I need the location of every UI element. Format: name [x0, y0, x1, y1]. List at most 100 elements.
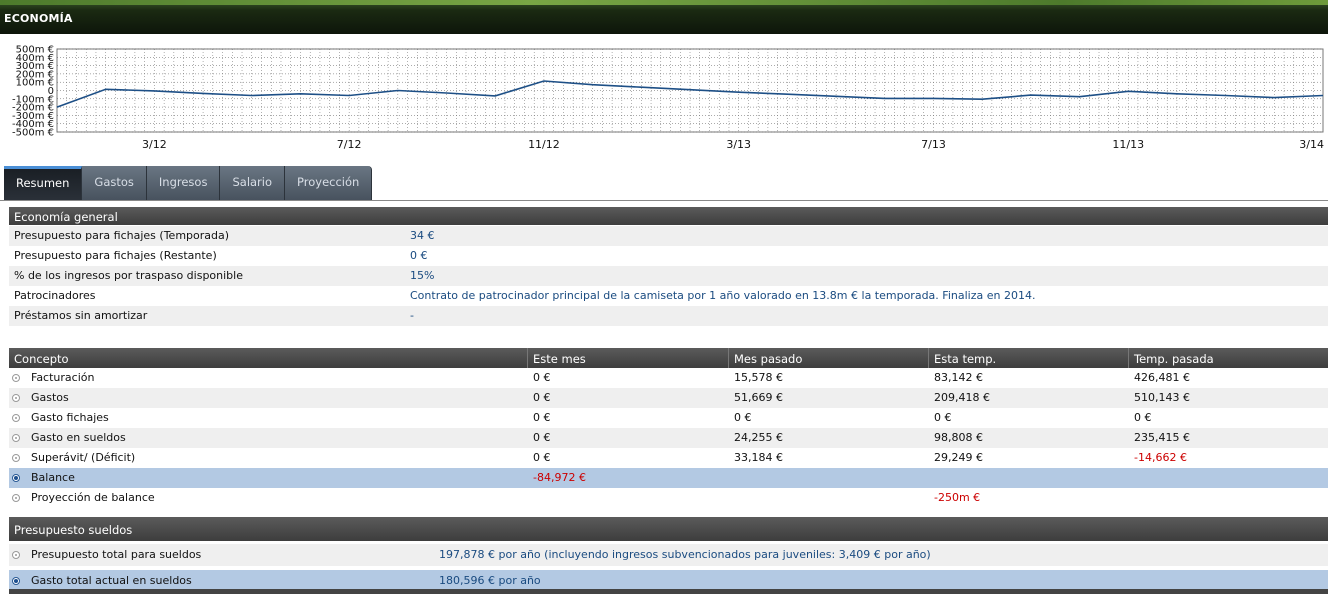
concept-cell: 83,142 € — [934, 371, 983, 384]
concept-cell: 0 € — [1134, 411, 1152, 424]
col-este-mes: Este mes — [528, 348, 729, 368]
tab-bar: Resumen Gastos Ingresos Salario Proyecci… — [4, 166, 373, 200]
concept-cell: 33,184 € — [734, 451, 783, 464]
concept-row-facturacion[interactable]: Facturación 0 € 15,578 € 83,142 € 426,48… — [9, 368, 1328, 388]
salary-row[interactable]: Presupuesto total para sueldos 197,878 €… — [9, 544, 1328, 566]
y-tick-label: 200m € — [16, 69, 54, 80]
y-tick-label: 300m € — [16, 61, 54, 72]
general-value: - — [410, 309, 414, 322]
concept-cell: 0 € — [533, 431, 551, 444]
row-radio[interactable] — [12, 394, 20, 402]
general-row: Presupuesto para fichajes (Restante) 0 € — [9, 246, 1328, 266]
tab-ingresos[interactable]: Ingresos — [146, 166, 221, 200]
general-label: Patrocinadores — [14, 289, 96, 302]
concept-table-header: Concepto Este mes Mes pasado Esta temp. … — [9, 348, 1328, 368]
concept-label: Gasto fichajes — [31, 411, 109, 424]
concept-row-gastos[interactable]: Gastos 0 € 51,669 € 209,418 € 510,143 € — [9, 388, 1328, 408]
concept-row-proyeccion[interactable]: Proyección de balance -250m € — [9, 488, 1328, 508]
row-radio[interactable] — [12, 454, 20, 462]
y-tick-label: 500m € — [16, 45, 54, 56]
y-tick-label: 0 — [48, 86, 54, 97]
concept-cell: 0 € — [934, 411, 952, 424]
y-tick-label: 100m € — [16, 78, 54, 89]
y-tick-label: 400m € — [16, 53, 54, 64]
row-radio[interactable] — [12, 494, 20, 502]
concept-label: Facturación — [31, 371, 95, 384]
concept-cell: 0 € — [734, 411, 752, 424]
x-tick-label: 11/12 — [528, 138, 560, 151]
concept-cell: 24,255 € — [734, 431, 783, 444]
row-radio[interactable] — [12, 374, 20, 382]
col-temp-pasada: Temp. pasada — [1134, 352, 1214, 366]
col-mes-pasado: Mes pasado — [729, 348, 929, 368]
salary-value: 197,878 € por año (incluyendo ingresos s… — [439, 548, 931, 561]
concept-row-balance[interactable]: Balance -84,972 € — [9, 468, 1328, 488]
row-radio-selected[interactable] — [12, 474, 20, 482]
tab-salario[interactable]: Salario — [220, 166, 286, 200]
x-tick-label: 11/13 — [1112, 138, 1144, 151]
concept-row-gasto-fichajes[interactable]: Gasto fichajes 0 € 0 € 0 € 0 € — [9, 408, 1328, 428]
concept-label: Gasto en sueldos — [31, 431, 126, 444]
concept-cell: 209,418 € — [934, 391, 990, 404]
col-esta-temp: Esta temp. — [929, 348, 1129, 368]
concept-cell: 510,143 € — [1134, 391, 1190, 404]
x-tick-label: 7/13 — [921, 138, 946, 151]
concept-label: Balance — [31, 471, 75, 484]
general-header: Economía general — [9, 207, 1328, 225]
tab-resumen[interactable]: Resumen — [4, 166, 83, 200]
concept-cell: 0 € — [533, 451, 551, 464]
row-radio[interactable] — [12, 414, 20, 422]
concept-cell: 235,415 € — [1134, 431, 1190, 444]
balance-chart: 500m €400m €300m €200m €100m €0 -100m € -2… — [0, 34, 1328, 162]
col-concepto: Concepto — [9, 348, 528, 368]
row-radio-selected[interactable] — [12, 577, 20, 585]
salary-label: Presupuesto total para sueldos — [31, 548, 202, 561]
salary-value: 180,596 € por año — [439, 574, 541, 587]
balance-series-line — [56, 80, 1324, 108]
concept-cell: 0 € — [533, 371, 551, 384]
general-row: Préstamos sin amortizar - — [9, 306, 1328, 326]
general-label: Presupuesto para fichajes (Restante) — [14, 249, 217, 262]
tab-proyeccion[interactable]: Proyección — [285, 166, 373, 200]
y-tick-label: -100m € — [12, 94, 54, 105]
title-bar: ECONOMÍA — [0, 0, 1328, 34]
concept-row-superavit[interactable]: Superávit/ (Déficit) 0 € 33,184 € 29,249… — [9, 448, 1328, 468]
sponsor-value: Contrato de patrocinador principal de la… — [410, 289, 1036, 302]
concept-cell-negative: -250m € — [934, 491, 981, 504]
salary-row-selected[interactable]: Gasto total actual en sueldos 180,596 € … — [9, 570, 1328, 589]
concept-cell: 98,808 € — [934, 431, 983, 444]
concept-cell: 29,249 € — [934, 451, 983, 464]
row-radio[interactable] — [12, 551, 20, 559]
concept-cell: 426,481 € — [1134, 371, 1190, 384]
salaries-header: Presupuesto sueldos — [9, 517, 1328, 541]
general-label: Presupuesto para fichajes (Temporada) — [14, 229, 230, 242]
concept-cell: 51,669 € — [734, 391, 783, 404]
x-tick-label: 3/12 — [142, 138, 167, 151]
salary-label: Gasto total actual en sueldos — [31, 574, 192, 587]
general-value: 0 € — [410, 249, 428, 262]
row-radio[interactable] — [12, 434, 20, 442]
general-row: % de los ingresos por traspaso disponibl… — [9, 266, 1328, 286]
general-value: 15% — [410, 269, 435, 282]
general-row: Patrocinadores Contrato de patrocinador … — [9, 286, 1328, 306]
concept-row-gasto-sueldos[interactable]: Gasto en sueldos 0 € 24,255 € 98,808 € 2… — [9, 428, 1328, 448]
y-tick-label: -300m € — [12, 111, 54, 122]
concept-cell: 0 € — [533, 391, 551, 404]
general-label: Préstamos sin amortizar — [14, 309, 148, 322]
concept-cell-negative: -84,972 € — [533, 471, 586, 484]
general-value: 34 € — [410, 229, 435, 242]
y-tick-label: -200m € — [12, 103, 54, 114]
y-tick-label: -500m € — [12, 128, 54, 139]
x-tick-label: 3/13 — [726, 138, 751, 151]
tab-divider — [0, 200, 1328, 201]
chart-svg: 500m €400m €300m €200m €100m €0-100m €-2… — [12, 45, 1324, 152]
table-header-partial — [9, 589, 1328, 594]
y-tick-label: -400m € — [12, 119, 54, 130]
tab-gastos[interactable]: Gastos — [82, 166, 147, 200]
general-label: % de los ingresos por traspaso disponibl… — [14, 269, 243, 282]
concept-cell: 0 € — [533, 411, 551, 424]
concept-label: Proyección de balance — [31, 491, 155, 504]
concept-label: Gastos — [31, 391, 69, 404]
x-tick-label: 7/12 — [337, 138, 362, 151]
concept-cell-negative: -14,662 € — [1134, 451, 1187, 464]
